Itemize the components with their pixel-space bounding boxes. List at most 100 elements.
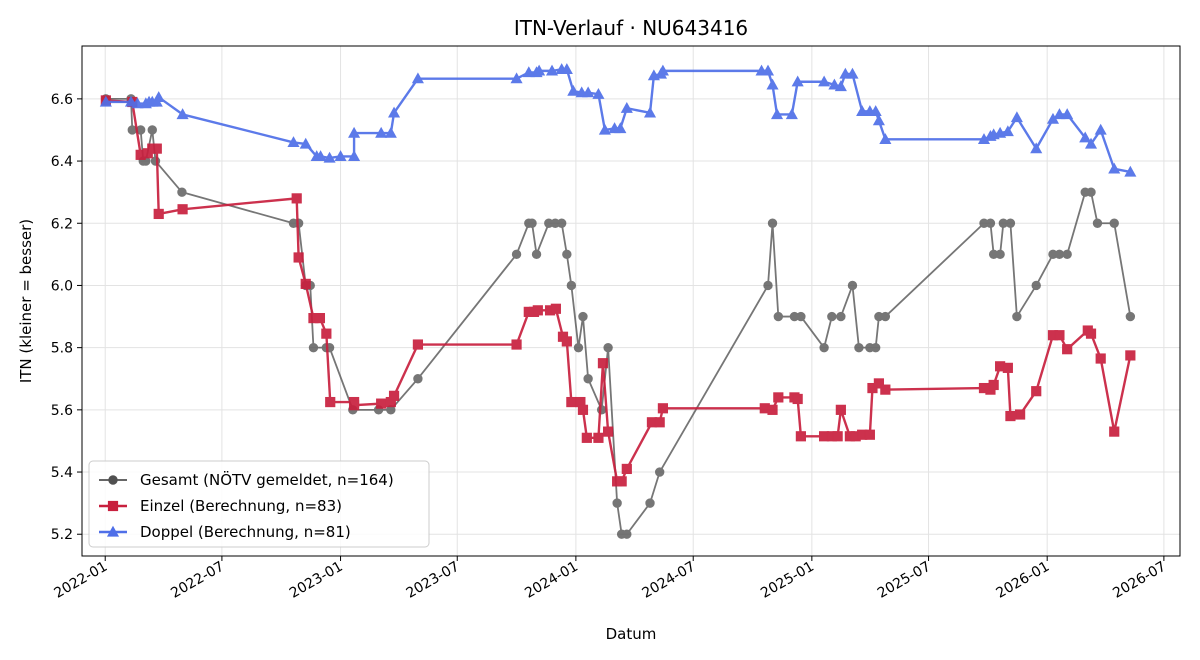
plot-frame — [81, 45, 1181, 557]
data-point — [792, 393, 803, 405]
data-point — [291, 193, 302, 204]
data-point — [375, 126, 388, 138]
data-point — [308, 342, 319, 353]
data-point — [573, 342, 584, 353]
chart-title: ITN-Verlauf · NU643416 — [514, 16, 748, 40]
data-point — [766, 78, 779, 90]
data-point — [300, 278, 311, 289]
data-point — [151, 143, 162, 154]
legend: Gesamt (NÖTV gemeldet, n=164) Einzel (Ber… — [88, 460, 430, 548]
data-point — [522, 66, 535, 78]
data-point — [293, 252, 304, 263]
data-point — [763, 280, 773, 291]
data-point — [566, 280, 577, 291]
data-point — [1124, 165, 1137, 177]
data-point — [153, 208, 164, 220]
data-point — [1061, 108, 1074, 120]
data-point — [152, 91, 165, 102]
data-point — [995, 249, 1005, 260]
data-point — [603, 342, 613, 353]
data-point — [314, 313, 326, 324]
data-point — [511, 339, 522, 350]
data-point — [1095, 353, 1106, 364]
data-point — [835, 404, 846, 415]
data-point — [578, 311, 588, 322]
data-point — [598, 123, 611, 135]
data-point — [879, 133, 892, 144]
data-point — [643, 106, 657, 118]
data-point — [1062, 344, 1073, 355]
legend-swatch-marker — [108, 475, 118, 485]
data-point — [621, 463, 632, 475]
data-point — [603, 426, 614, 437]
data-point — [856, 105, 869, 116]
data-point — [531, 249, 542, 260]
data-point — [597, 358, 609, 369]
data-point — [550, 303, 561, 314]
data-point — [880, 311, 891, 322]
data-point — [176, 108, 189, 120]
data-point — [1084, 137, 1098, 149]
data-point — [581, 432, 592, 443]
legend-entry-label: Gesamt (NÖTV gemeldet, n=164) — [140, 470, 394, 489]
x-axis-label: Datum — [606, 625, 657, 643]
data-point — [614, 122, 627, 134]
data-point — [1005, 410, 1016, 422]
legend-box — [88, 460, 430, 548]
y-tick-label: 5.4 — [51, 465, 73, 481]
data-point — [767, 218, 778, 228]
data-point — [827, 311, 837, 322]
data-point — [616, 476, 627, 487]
data-point — [785, 108, 798, 120]
data-point — [773, 392, 784, 403]
data-point — [839, 67, 852, 79]
data-point — [384, 126, 397, 138]
data-point — [854, 342, 864, 353]
data-point — [545, 64, 559, 76]
data-point — [796, 311, 806, 322]
series-layer — [99, 63, 1137, 539]
data-point — [348, 150, 361, 162]
data-point — [1001, 125, 1014, 137]
data-point — [828, 78, 841, 90]
data-point — [1031, 386, 1042, 397]
data-point — [527, 218, 537, 228]
data-point — [1109, 218, 1119, 228]
data-point — [832, 431, 843, 442]
data-point — [773, 311, 784, 322]
data-point — [1125, 311, 1136, 322]
data-point — [124, 95, 138, 107]
data-point — [1012, 311, 1022, 322]
data-point — [1109, 426, 1120, 437]
data-point — [1125, 350, 1136, 361]
series-triangle-group — [99, 63, 1137, 177]
data-point — [510, 72, 523, 84]
y-tick-label: 6.4 — [51, 154, 73, 170]
data-point — [532, 305, 543, 316]
data-point — [556, 218, 567, 228]
data-point — [847, 280, 858, 291]
data-point — [1015, 409, 1026, 420]
data-point — [654, 467, 665, 477]
legend-entry-label: Doppel (Berechnung, n=81) — [140, 523, 351, 541]
data-point — [770, 108, 784, 120]
data-point — [562, 249, 572, 260]
y-tick-label: 6.0 — [51, 278, 73, 294]
data-point — [325, 396, 336, 408]
data-point — [654, 417, 665, 428]
data-point — [1086, 187, 1096, 197]
data-point — [1030, 142, 1043, 154]
data-point — [561, 336, 572, 347]
data-point — [411, 72, 424, 84]
data-point — [321, 328, 332, 339]
legend-swatch-marker — [106, 525, 120, 537]
data-point — [1108, 162, 1121, 174]
series-square-group — [100, 95, 1136, 487]
data-point — [1002, 362, 1013, 373]
data-point — [988, 379, 999, 391]
data-point — [1054, 249, 1065, 260]
data-point — [1092, 218, 1103, 228]
data-point — [620, 101, 633, 113]
